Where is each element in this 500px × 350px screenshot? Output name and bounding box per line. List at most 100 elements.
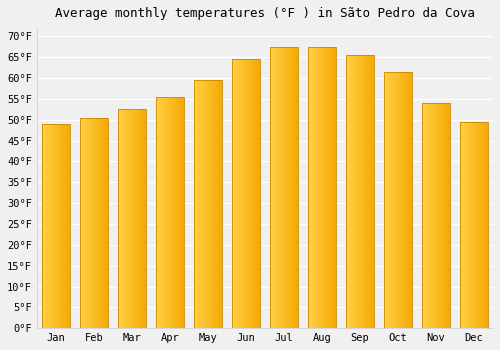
Bar: [198, 80, 200, 328]
Bar: [432, 103, 433, 328]
Bar: [356, 55, 357, 328]
Bar: [240, 59, 241, 328]
Bar: [92, 118, 93, 328]
Bar: [232, 59, 260, 328]
Bar: [165, 97, 166, 328]
Bar: [250, 59, 252, 328]
Bar: [218, 80, 220, 328]
Bar: [433, 103, 434, 328]
Bar: [144, 109, 145, 328]
Bar: [42, 124, 43, 328]
Bar: [440, 103, 441, 328]
Bar: [292, 47, 294, 328]
Bar: [482, 122, 484, 328]
Bar: [94, 118, 95, 328]
Bar: [400, 72, 401, 328]
Bar: [392, 72, 394, 328]
Bar: [388, 72, 390, 328]
Bar: [466, 122, 468, 328]
Bar: [480, 122, 482, 328]
Bar: [290, 47, 292, 328]
Bar: [448, 103, 450, 328]
Bar: [69, 124, 70, 328]
Bar: [136, 109, 138, 328]
Bar: [95, 118, 96, 328]
Bar: [372, 55, 374, 328]
Bar: [84, 118, 86, 328]
Bar: [297, 47, 298, 328]
Bar: [178, 97, 180, 328]
Bar: [156, 97, 184, 328]
Bar: [194, 80, 222, 328]
Bar: [252, 59, 254, 328]
Bar: [288, 47, 290, 328]
Bar: [355, 55, 356, 328]
Bar: [209, 80, 210, 328]
Bar: [326, 47, 328, 328]
Bar: [402, 72, 403, 328]
Bar: [321, 47, 322, 328]
Bar: [118, 109, 120, 328]
Bar: [126, 109, 127, 328]
Bar: [55, 124, 56, 328]
Bar: [254, 59, 256, 328]
Bar: [58, 124, 59, 328]
Bar: [422, 103, 450, 328]
Bar: [428, 103, 430, 328]
Bar: [48, 124, 49, 328]
Bar: [270, 47, 272, 328]
Bar: [200, 80, 201, 328]
Bar: [410, 72, 412, 328]
Bar: [211, 80, 212, 328]
Bar: [430, 103, 432, 328]
Bar: [350, 55, 352, 328]
Bar: [274, 47, 276, 328]
Bar: [164, 97, 165, 328]
Bar: [476, 122, 477, 328]
Bar: [238, 59, 240, 328]
Bar: [441, 103, 442, 328]
Bar: [174, 97, 176, 328]
Bar: [156, 97, 158, 328]
Bar: [370, 55, 372, 328]
Bar: [60, 124, 62, 328]
Bar: [394, 72, 395, 328]
Bar: [401, 72, 402, 328]
Bar: [360, 55, 361, 328]
Bar: [203, 80, 204, 328]
Bar: [478, 122, 479, 328]
Bar: [68, 124, 69, 328]
Bar: [438, 103, 439, 328]
Bar: [282, 47, 283, 328]
Bar: [201, 80, 202, 328]
Bar: [296, 47, 297, 328]
Bar: [368, 55, 370, 328]
Bar: [436, 103, 437, 328]
Bar: [308, 47, 310, 328]
Bar: [472, 122, 473, 328]
Bar: [363, 55, 364, 328]
Bar: [357, 55, 358, 328]
Bar: [398, 72, 399, 328]
Bar: [66, 124, 67, 328]
Bar: [358, 55, 359, 328]
Bar: [182, 97, 183, 328]
Bar: [319, 47, 320, 328]
Bar: [346, 55, 348, 328]
Bar: [364, 55, 366, 328]
Bar: [486, 122, 488, 328]
Bar: [397, 72, 398, 328]
Bar: [366, 55, 368, 328]
Bar: [120, 109, 122, 328]
Bar: [403, 72, 404, 328]
Bar: [130, 109, 131, 328]
Bar: [328, 47, 330, 328]
Bar: [281, 47, 282, 328]
Bar: [348, 55, 350, 328]
Bar: [205, 80, 206, 328]
Bar: [91, 118, 92, 328]
Bar: [168, 97, 169, 328]
Bar: [131, 109, 132, 328]
Bar: [322, 47, 323, 328]
Bar: [406, 72, 408, 328]
